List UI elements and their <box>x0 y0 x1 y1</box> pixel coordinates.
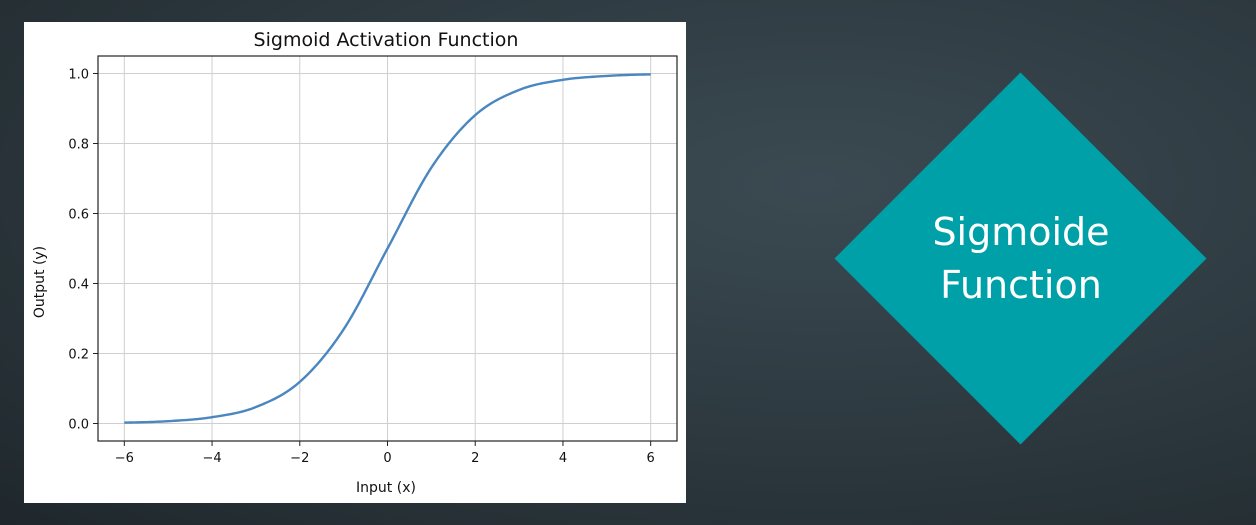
y-tick-label: 0.4 <box>68 278 89 293</box>
grid-layer <box>98 56 677 441</box>
x-tick-label: 6 <box>647 451 655 466</box>
x-tick-label: 0 <box>383 451 391 466</box>
y-axis-label: Output (y) <box>32 246 48 318</box>
title-diamond: Sigmoide Function <box>834 72 1207 445</box>
y-tick-label: 0.8 <box>68 138 89 153</box>
sigmoid-curve <box>124 73 651 424</box>
x-tick-label: −6 <box>115 451 134 466</box>
x-tick-label: 4 <box>559 451 567 466</box>
chart-panel: Sigmoid Activation Function Input (x) Ou… <box>24 22 686 503</box>
heading-line-1: Sigmoide <box>932 210 1110 254</box>
y-tick-label: 0.2 <box>68 348 89 363</box>
diamond-heading: Sigmoide Function <box>835 73 1207 445</box>
chart-title: Sigmoid Activation Function <box>254 29 519 51</box>
x-tick-label: −2 <box>290 451 309 466</box>
x-tick-label: −4 <box>202 451 221 466</box>
x-axis-label: Input (x) <box>356 480 416 496</box>
y-tick-label: 1.0 <box>68 68 89 83</box>
x-tick-label: 2 <box>471 451 479 466</box>
tick-layer: −6 −4 −2 0 2 4 6 0.0 0.2 0.4 0.6 0.8 1.0 <box>68 68 655 467</box>
y-tick-label: 0.0 <box>68 418 89 433</box>
curve-layer <box>124 73 651 424</box>
y-tick-label: 0.6 <box>68 208 89 223</box>
sigmoid-chart: Sigmoid Activation Function Input (x) Ou… <box>32 29 678 496</box>
heading-line-2: Function <box>940 263 1102 307</box>
